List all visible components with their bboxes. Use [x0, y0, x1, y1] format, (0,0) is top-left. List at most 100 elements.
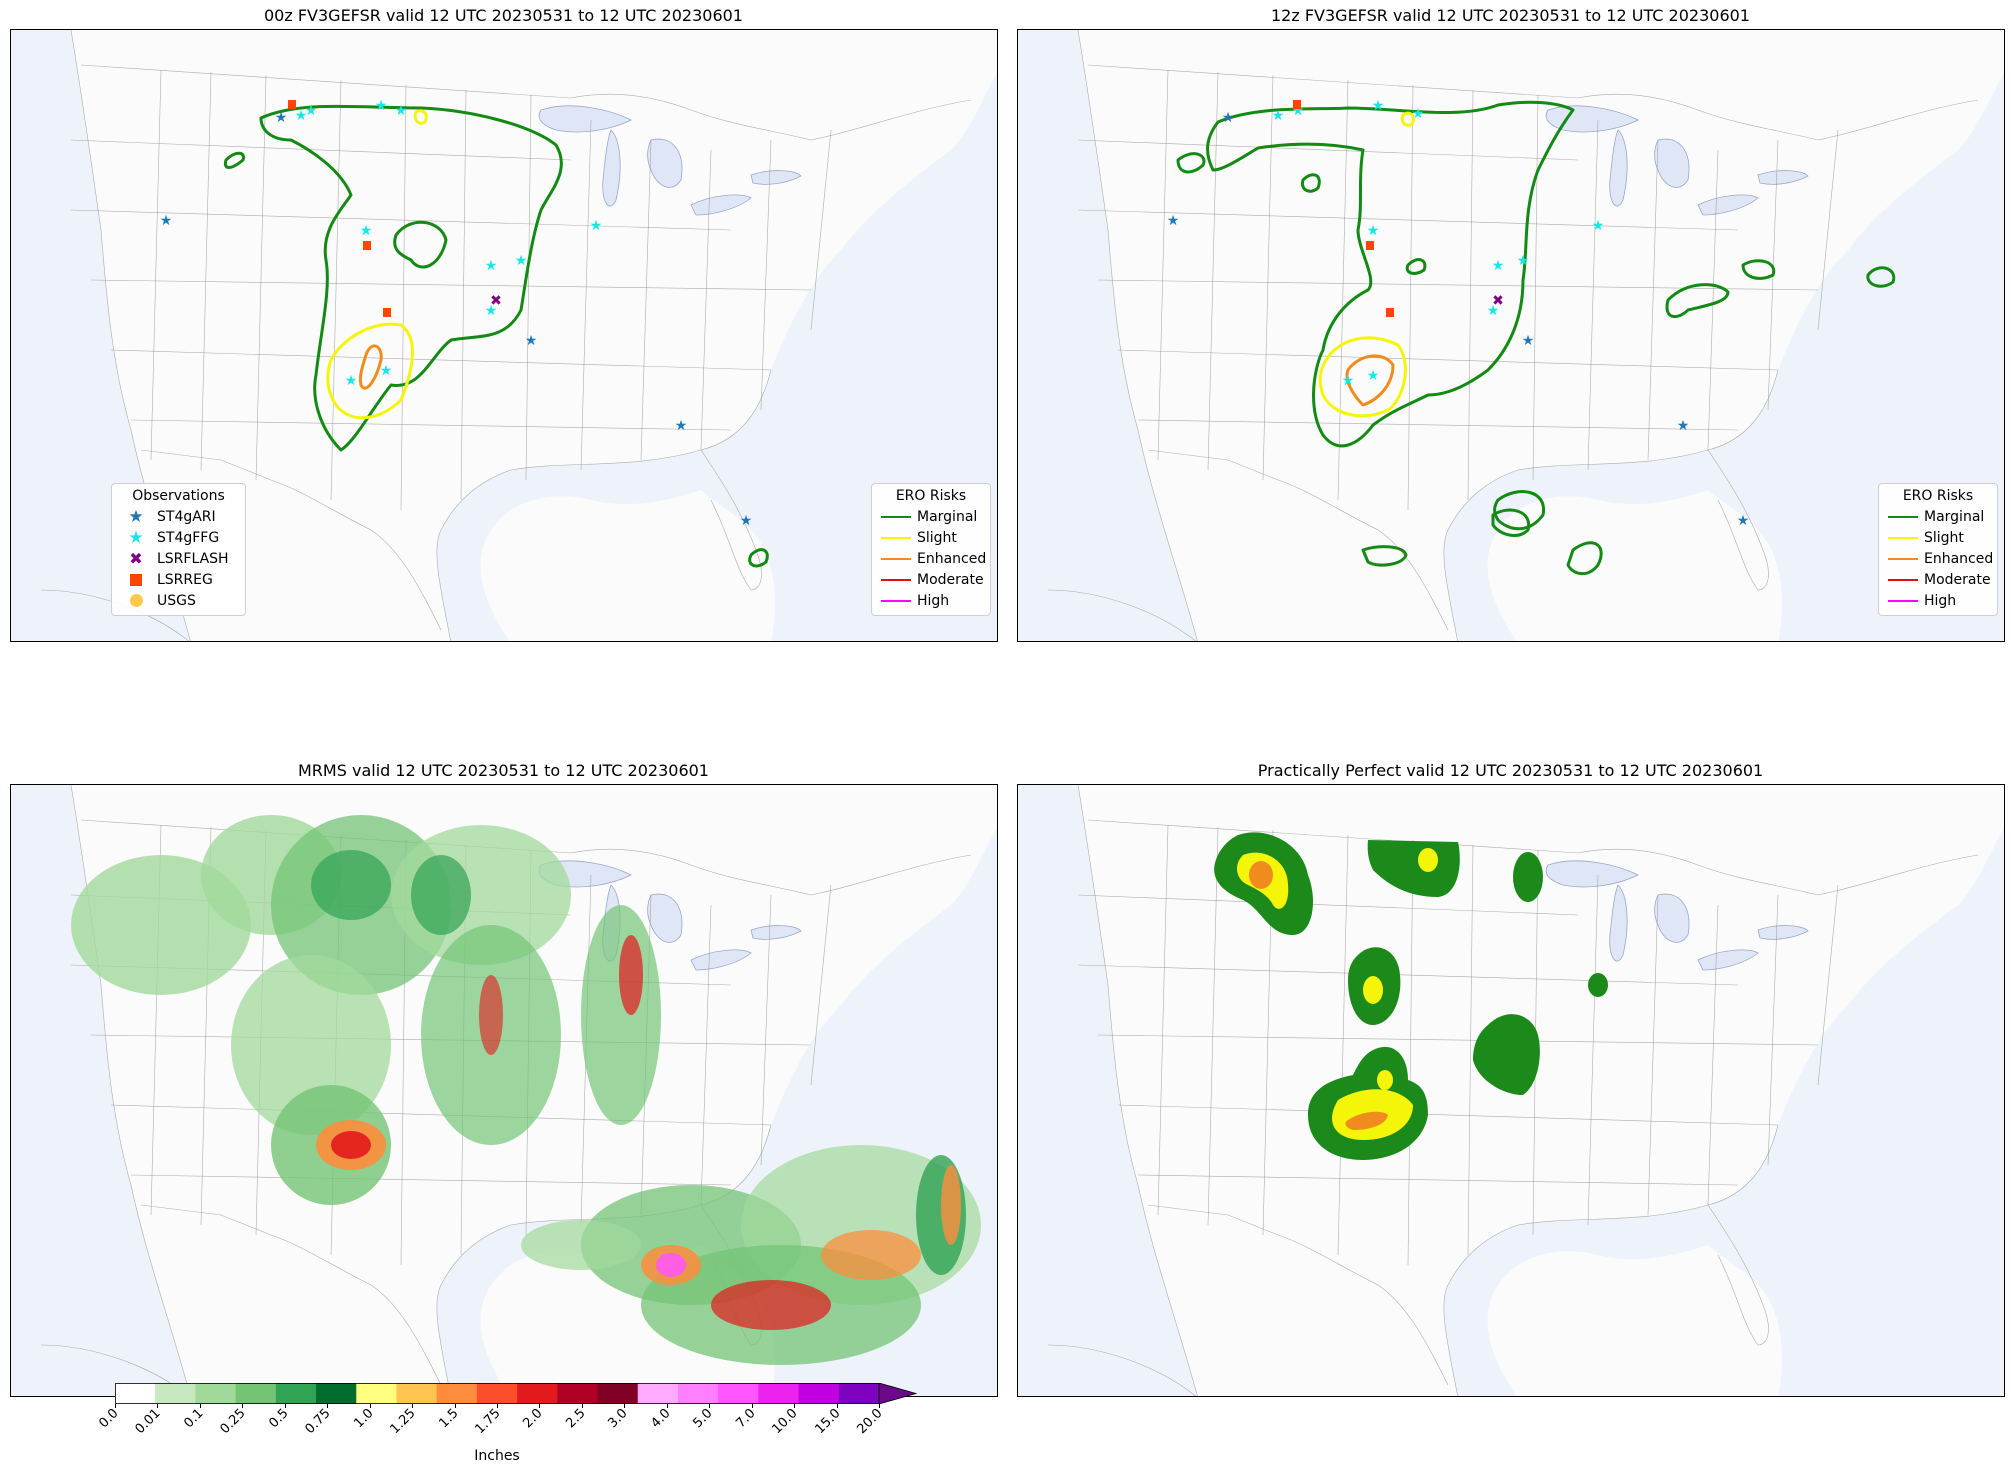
boundary-line	[330, 79, 342, 501]
colorbar-tick-mark	[412, 1404, 414, 1408]
colorbar-tick-mark	[157, 1404, 159, 1408]
boundary-line	[150, 69, 162, 461]
colorbar-swatch	[718, 1383, 759, 1404]
observations-legend: Observations ★ ST4gARI ★ ST4gFFG ✖ LSRFLASH…	[111, 483, 246, 616]
boundary-line	[580, 119, 592, 471]
legend-line-enhanced	[1888, 557, 1918, 560]
colorbar-swatch	[356, 1383, 397, 1404]
ero-marginal-contour	[1741, 259, 1776, 280]
boundary-line	[1087, 819, 1579, 854]
legend-label: High	[1924, 592, 1957, 609]
colorbar-swatches	[115, 1382, 918, 1405]
colorbar-swatch	[597, 1383, 639, 1404]
colorbar-tick-label: 0.25	[217, 1406, 249, 1438]
colorbar-tick-label: 2.0	[520, 1406, 547, 1432]
obs-st4gari-marker: ★	[1167, 213, 1180, 229]
colorbar-extend-arrow	[878, 1382, 918, 1405]
water-body	[11, 30, 191, 641]
water-body	[1443, 73, 2004, 641]
legend-line-slight	[1888, 536, 1918, 539]
boundary-line	[1157, 824, 1169, 1216]
pp-enhanced-area	[1345, 1111, 1388, 1130]
colorbar-tick-mark	[794, 1404, 796, 1408]
colorbar-tick-mark	[581, 1404, 583, 1408]
ero-slight-contour	[326, 322, 415, 420]
boundary-line	[640, 139, 652, 461]
colorbar-tick-label: 20.0	[854, 1406, 886, 1438]
pp-marginal-area	[1588, 973, 1608, 997]
boundary-line	[1467, 89, 1474, 501]
colorbar-swatch	[798, 1383, 840, 1404]
ero-marginal-contour	[1866, 266, 1896, 288]
legend-line-moderate	[1888, 578, 1918, 581]
boundary-line	[1707, 449, 1769, 591]
square-icon	[121, 573, 151, 586]
colorbar-tick-label: 7.0	[733, 1406, 759, 1432]
pp-slight-area	[1418, 848, 1438, 872]
colorbar-swatch	[396, 1383, 438, 1404]
colorbar-swatch	[155, 1383, 196, 1404]
colorbar-tick-mark	[242, 1404, 244, 1408]
colorbar-swatch	[235, 1383, 277, 1404]
colorbar-tick-mark	[879, 1404, 880, 1408]
boundary-line	[400, 84, 407, 511]
obs-st4gffg-marker: ★	[1517, 253, 1530, 269]
colorbar-tick-label: 10.0	[769, 1406, 801, 1438]
colorbar-tick-label: 0.01	[132, 1406, 165, 1438]
ero-marginal-contour	[1206, 100, 1575, 448]
colorbar-swatch	[316, 1383, 357, 1404]
boundary-line	[1532, 94, 1539, 481]
boundary-line	[700, 449, 762, 591]
obs-st4gffg-marker: ★	[1272, 108, 1285, 124]
obs-lsrflash-marker: ✖	[1492, 293, 1504, 309]
colorbar-tick-mark	[624, 1404, 626, 1408]
ero-marginal-contour	[1493, 490, 1545, 531]
water-body	[1545, 105, 1639, 133]
boundary-line	[70, 209, 732, 231]
boundary-line	[130, 419, 732, 431]
colorbar-tick-mark	[836, 1404, 838, 1408]
colorbar-tick-label: 1.5	[435, 1406, 462, 1432]
colorbar-swatch	[557, 1383, 599, 1404]
ero-marginal-contour	[1665, 283, 1730, 319]
precipitation-colorbar	[115, 1382, 918, 1405]
boundary-line	[1577, 93, 1979, 141]
boundary-line	[436, 369, 772, 641]
panel-title-mrms: MRMS valid 12 UTC 20230531 to 12 UTC 202…	[298, 761, 709, 780]
obs-st4gffg-marker: ★	[1492, 258, 1505, 274]
colorbar-tick-label: 0.1	[181, 1406, 207, 1432]
legend-label: Marginal	[917, 508, 978, 525]
water-body	[1443, 828, 2004, 1396]
pp-enhanced-area	[1249, 861, 1273, 889]
colorbar-tick-label: 1.25	[387, 1406, 419, 1438]
water-body	[1609, 884, 1628, 962]
obs-lsrreg-marker	[1386, 308, 1394, 317]
obs-st4gffg-marker: ★	[1367, 223, 1380, 239]
boundary-line	[810, 129, 832, 331]
colorbar-ticks: 0.0 0.01 0.1 0.25 0.5 0.75 1.0 1.25 1.5 1.75 2.0 2.…	[96, 1404, 917, 1454]
boundary-line	[810, 884, 832, 1086]
panel-title-00z: 00z FV3GEFSR valid 12 UTC 20230531 to 12…	[264, 6, 743, 25]
panel-title-practically-perfect: Practically Perfect valid 12 UTC 2023053…	[1257, 761, 1764, 780]
colorbar-tick-mark	[454, 1404, 456, 1408]
boundary-line	[1137, 1174, 1739, 1186]
boundary-line	[570, 93, 972, 141]
boundary-line	[1117, 349, 1779, 371]
boundary-line	[1587, 119, 1599, 471]
obs-st4gari-marker: ★	[1522, 333, 1535, 349]
panel-title-12z: 12z FV3GEFSR valid 12 UTC 20230531 to 12…	[1271, 6, 1750, 25]
x-marker-icon: ✖	[129, 549, 143, 568]
water-body	[647, 138, 683, 188]
boundary-line	[1407, 839, 1414, 1266]
water-body	[1697, 949, 1759, 971]
boundary-line	[1407, 84, 1414, 511]
ero-slight-contour	[413, 109, 428, 125]
boundary-line	[1443, 1124, 1779, 1396]
observation-markers-00z: ★ ★ ★ ★ ★ ★ ★ ★ ★ ★ ★ ★ ★ ★ ★ ★ ✖	[160, 98, 753, 529]
boundary-line	[1817, 884, 1839, 1086]
legend-line-slight	[881, 536, 911, 539]
legend-label: Marginal	[1924, 508, 1985, 525]
boundary-line	[1077, 964, 1739, 986]
boundary-line	[1647, 894, 1659, 1216]
obs-st4gffg-marker: ★	[1342, 373, 1355, 389]
